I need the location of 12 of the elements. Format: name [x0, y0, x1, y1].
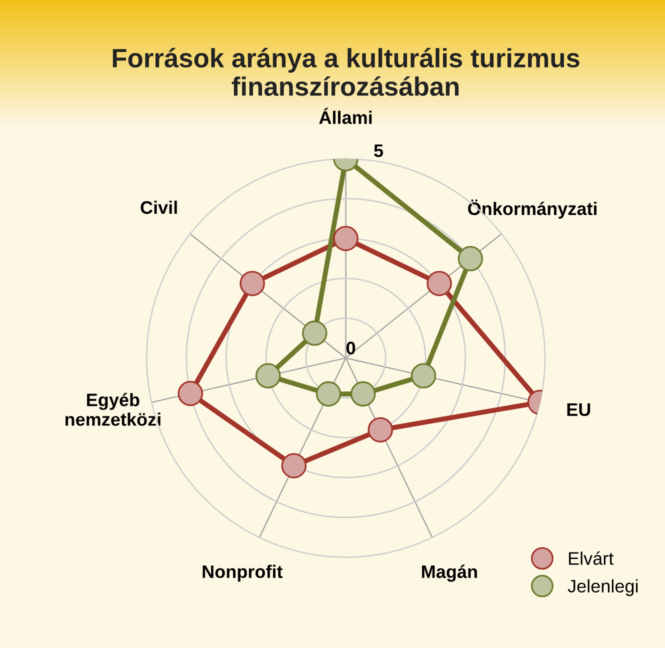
y-tick-label: 5 — [374, 144, 384, 158]
spoke-label: Nonprofit — [202, 564, 283, 582]
chart-title: Források aránya a kulturális turizmus finanszírozásában — [112, 48, 580, 96]
y-tick-label: 0 — [346, 342, 356, 354]
spoke-label: Önkormányzati — [468, 200, 596, 219]
spoke-label: Állami — [319, 108, 372, 124]
spoke-label: EU — [567, 403, 590, 416]
spoke-label: Egyéb nemzetközi — [65, 392, 160, 426]
spoke-label: Magán — [422, 564, 477, 582]
spoke-label: Civil — [140, 200, 177, 214]
legend-label: Jelenlegi — [568, 579, 638, 596]
legend-label: Elvárt — [568, 551, 614, 565]
